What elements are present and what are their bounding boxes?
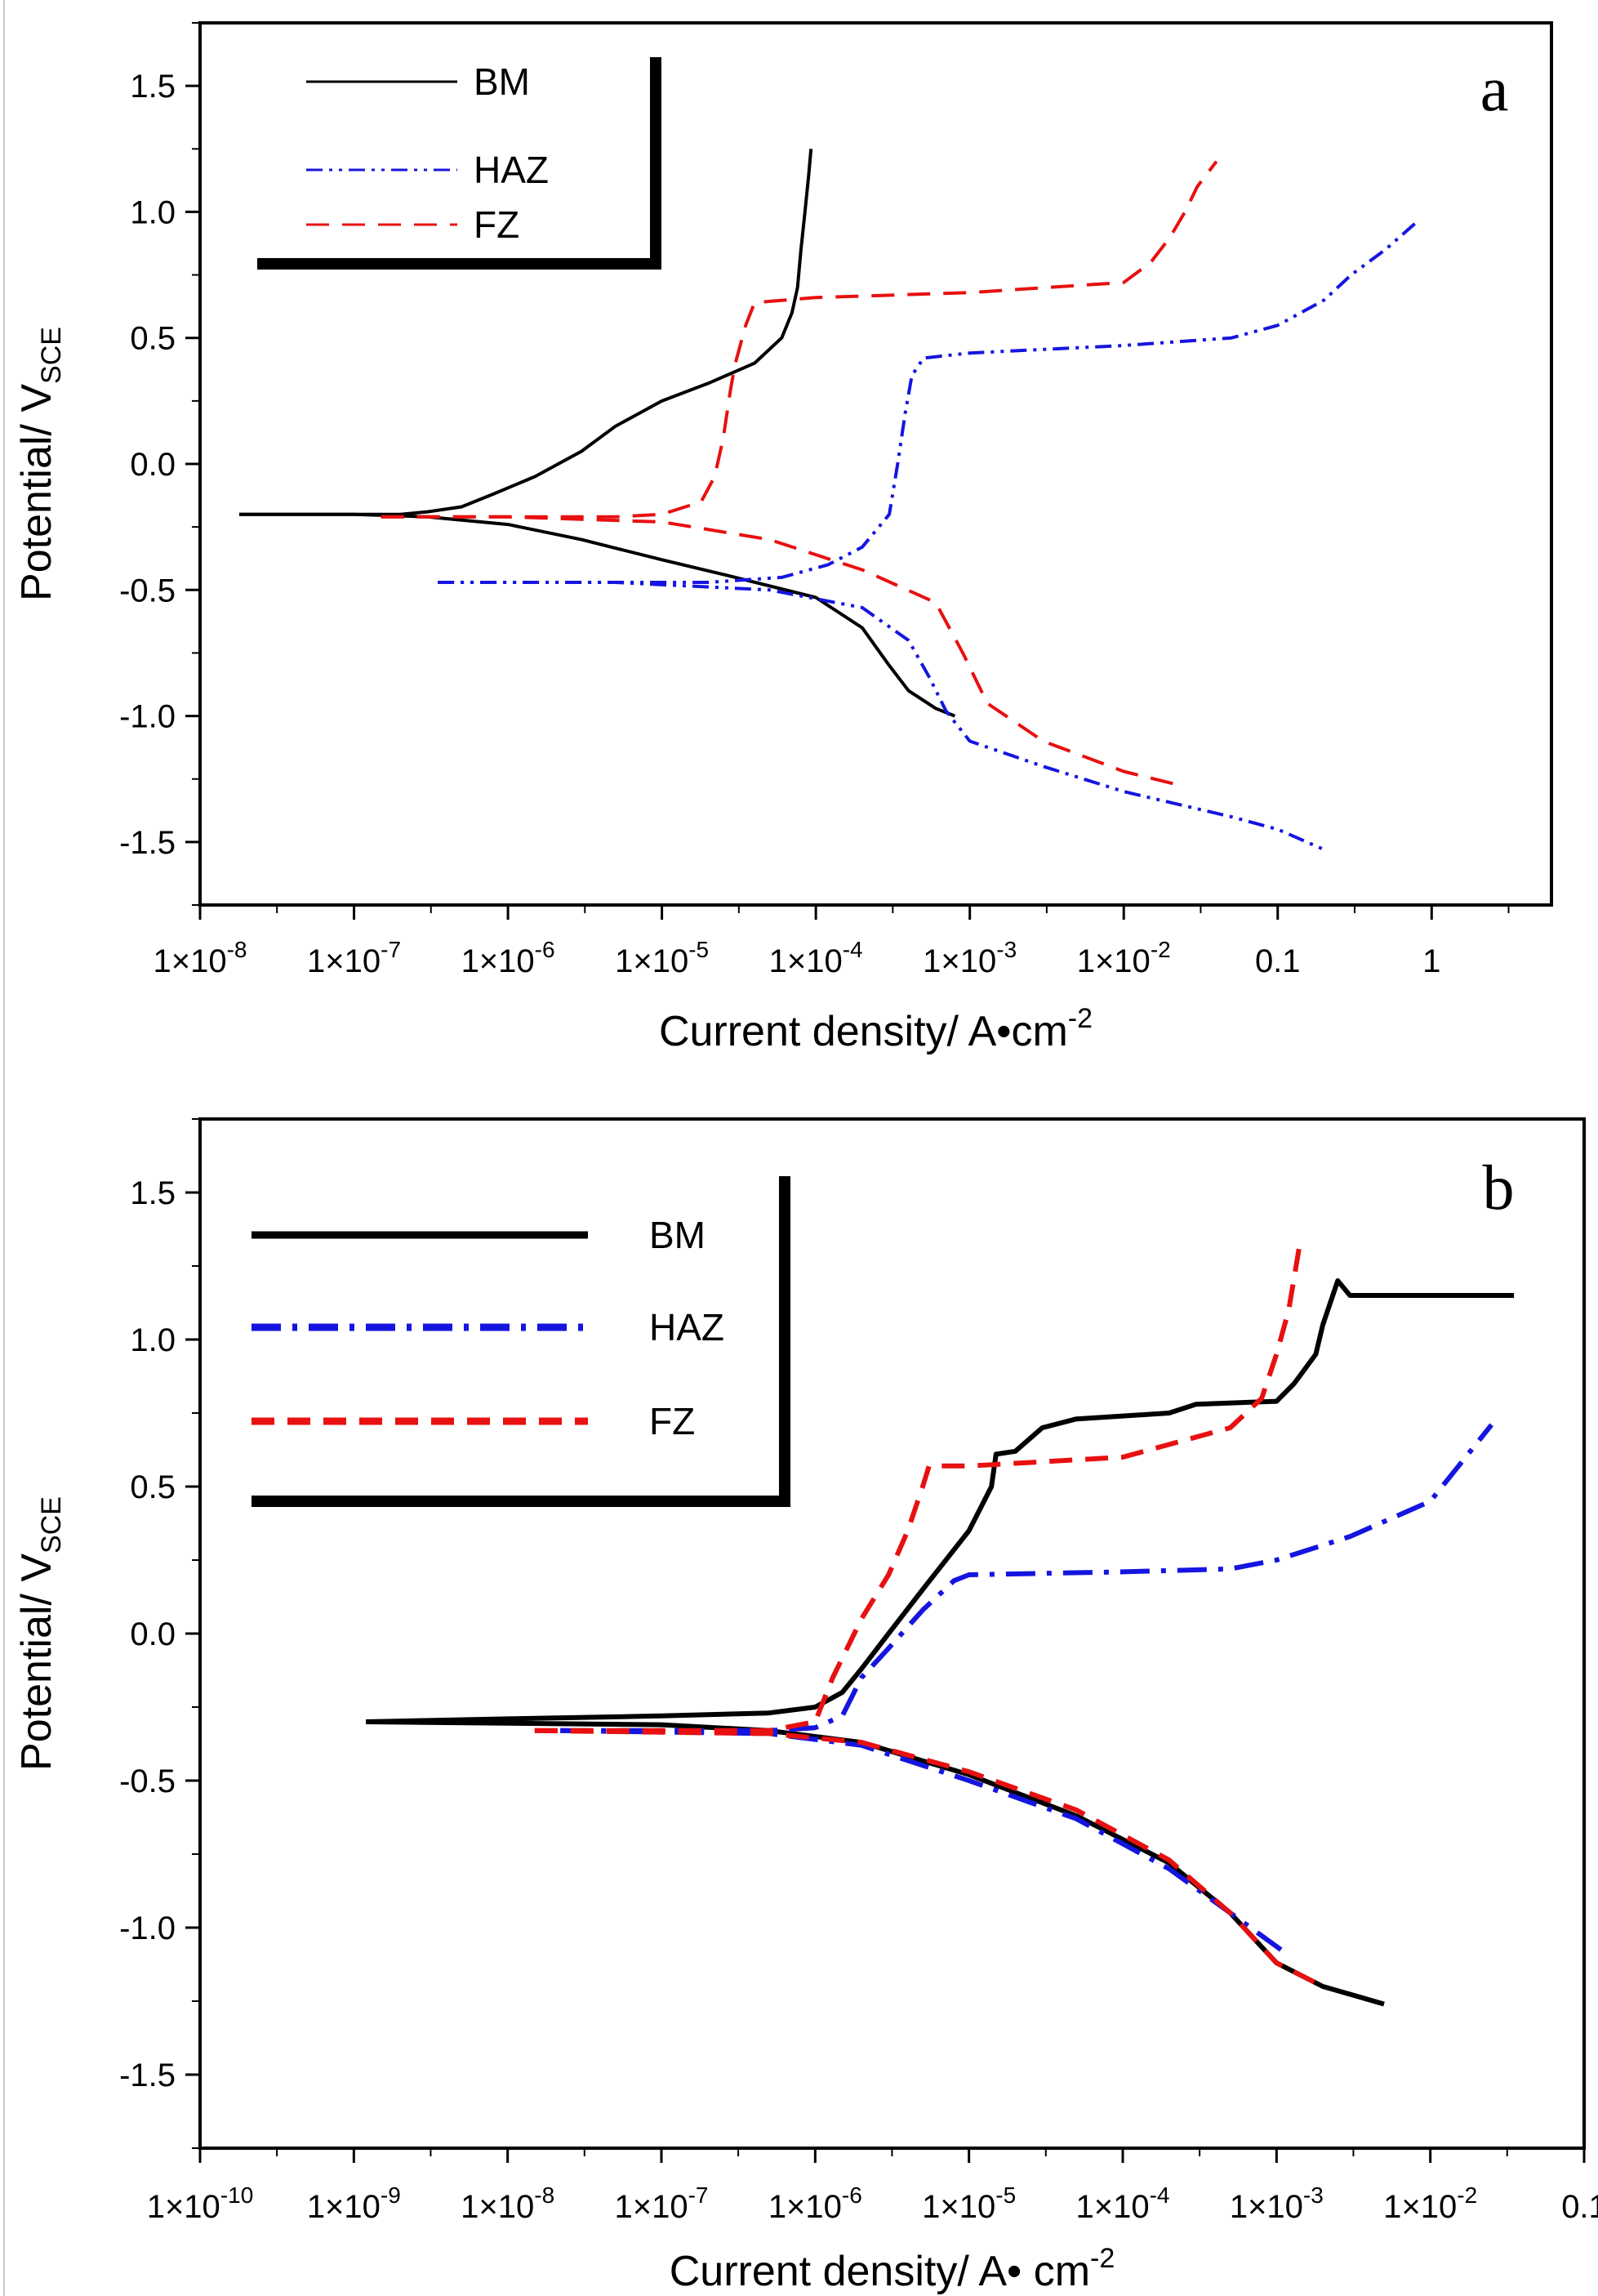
x-axis-label: Current density/ A• cm-2: [670, 2243, 1115, 2295]
x-tick-label: 1×10-2: [1077, 937, 1171, 979]
x-tick-label: 1: [1422, 943, 1440, 979]
panel-label: b: [1483, 1152, 1515, 1223]
x-tick-exponent: -7: [381, 937, 401, 962]
legend-frame-right: [779, 1176, 790, 1507]
x-tick-label: 1×10-8: [153, 937, 247, 979]
legend-label-fz: FZ: [649, 1400, 695, 1442]
series-fz-anodic-branch: [534, 1247, 1302, 1733]
series-haz-cathodic-branch: [560, 1728, 1284, 1954]
x-tick-label: 1×10-10: [147, 2182, 254, 2225]
x-axis-label-exponent: -2: [1090, 2243, 1115, 2274]
x-tick-label: 1×10-5: [922, 2182, 1016, 2225]
x-axis-label-exponent: -2: [1068, 1003, 1093, 1034]
legend: BM HAZ FZ: [251, 1176, 790, 1507]
series-bm-cathodic-branch: [366, 1719, 1385, 2007]
x-tick-label: 1×10-6: [768, 2182, 862, 2225]
legend-label-fz: FZ: [474, 203, 519, 246]
legend-frame-bottom: [257, 258, 661, 270]
x-tick-exponent: -9: [381, 2182, 401, 2208]
legend-frame-right: [650, 57, 661, 270]
y-tick-label: 1.0: [130, 1322, 176, 1358]
x-axis-label: Current density/ A•cm-2: [659, 1003, 1093, 1055]
legend-label-bm: BM: [474, 60, 530, 103]
page-left-border: [3, 0, 5, 2296]
x-tick-label: 1×10-4: [769, 937, 863, 979]
x-tick-exponent: -10: [220, 2182, 253, 2208]
legend: BM HAZ FZ: [257, 57, 661, 270]
x-tick-label: 1×10-5: [615, 937, 709, 979]
y-tick-label: -1.5: [119, 825, 176, 861]
x-tick-label: 1×10-6: [461, 937, 555, 979]
series-bm: [366, 1278, 1515, 2007]
x-tick-exponent: -2: [1457, 2182, 1477, 2208]
series-bm-anodic-branch: [239, 149, 813, 516]
x-tick-exponent: -5: [688, 937, 709, 962]
legend-label-haz: HAZ: [474, 149, 549, 191]
x-tick-label: 1×10-3: [923, 937, 1017, 979]
y-axis-label: Potential/ VSCE: [13, 1496, 67, 1771]
series-fz-anodic-branch: [381, 160, 1218, 519]
plot-frame: [198, 1117, 1586, 2150]
x-tick-label: 1×10-2: [1383, 2182, 1477, 2225]
x-tick-exponent: -6: [842, 2182, 862, 2208]
x-tick-label: 0.1: [1561, 2189, 1598, 2225]
y-axis-label-subscript: SCE: [36, 1496, 67, 1554]
series-fz: [534, 1247, 1324, 1989]
y-tick-label: -0.5: [119, 1763, 176, 1799]
series-haz: [438, 221, 1418, 851]
y-tick-label: 1.5: [130, 69, 176, 105]
series-fz-cathodic-branch: [534, 1728, 1324, 1989]
series-fz-cathodic-branch: [381, 515, 1186, 788]
series-haz-cathodic-branch: [438, 581, 1325, 851]
x-tick-exponent: -4: [1150, 2182, 1170, 2208]
x-tick-label: 1×10-8: [461, 2182, 554, 2225]
x-tick-exponent: -8: [534, 2182, 554, 2208]
y-tick-label: 0.5: [130, 1469, 176, 1505]
y-tick-label: 0.0: [130, 447, 176, 483]
x-tick-exponent: -7: [688, 2182, 709, 2208]
series-bm: [239, 149, 956, 718]
plot-frame: [198, 21, 1553, 907]
y-tick-label: 0.0: [130, 1616, 176, 1652]
y-tick-label: 1.5: [130, 1175, 176, 1211]
y-axis-label: Potential/ VSCE: [13, 327, 67, 601]
x-tick-exponent: -5: [995, 2182, 1016, 2208]
y-tick-label: -1.5: [119, 2057, 176, 2093]
x-tick-label: 1×10-3: [1230, 2182, 1324, 2225]
series-haz-anodic-branch: [438, 221, 1418, 584]
legend-label-haz: HAZ: [649, 1306, 724, 1349]
legend-label-bm: BM: [649, 1214, 706, 1256]
x-tick-label: 1×10-7: [307, 937, 401, 979]
x-tick-exponent: -4: [843, 937, 863, 962]
chart-panel-a: 1.5 1.0 0.5 0.0 -0.5 -1.0 -1.5 1×10-8 1×10-7 1×10…: [13, 21, 1553, 1055]
y-tick-label: -1.0: [119, 1910, 176, 1946]
x-tick-label: 1×10-9: [307, 2182, 401, 2225]
x-tick-exponent: -2: [1151, 937, 1171, 962]
y-tick-label: -1.0: [119, 699, 176, 735]
y-tick-label: 0.5: [130, 321, 176, 357]
y-tick-label: 1.0: [130, 194, 176, 230]
x-tick-label: 0.1: [1255, 943, 1301, 979]
x-tick-label: 1×10-4: [1075, 2182, 1169, 2225]
series-haz-anodic-branch: [560, 1423, 1493, 1733]
panel-label: a: [1480, 53, 1509, 124]
chart-panel-b: 1.5 1.0 0.5 0.0 -0.5 -1.0 -1.5 1×10-10 1×10-9 1×1…: [13, 1117, 1598, 2295]
x-tick-exponent: -3: [996, 937, 1017, 962]
x-tick-exponent: -8: [227, 937, 247, 962]
x-tick-exponent: -6: [535, 937, 555, 962]
x-tick-exponent: -3: [1303, 2182, 1324, 2208]
series-bm-cathodic-branch: [239, 512, 956, 718]
legend-frame-bottom: [251, 1496, 790, 1507]
y-axis-label-subscript: SCE: [36, 327, 67, 384]
series-fz: [381, 160, 1218, 788]
x-tick-label: 1×10-7: [614, 2182, 708, 2225]
y-tick-label: -0.5: [119, 573, 176, 609]
